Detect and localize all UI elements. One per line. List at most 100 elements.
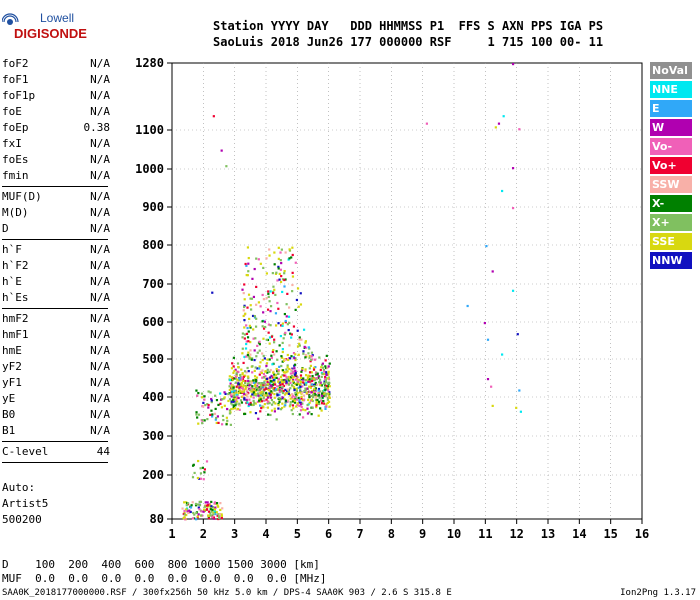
- echo-point: [300, 338, 303, 341]
- param-value: N/A: [90, 206, 110, 219]
- echo-point: [235, 397, 238, 400]
- echo-point: [268, 248, 271, 251]
- echo-point: [258, 373, 261, 376]
- echo-point: [198, 477, 201, 480]
- x-tick-label: 5: [294, 527, 301, 541]
- echo-point: [257, 258, 260, 261]
- echo-point: [303, 345, 306, 349]
- echo-point: [210, 409, 213, 412]
- echo-point: [256, 344, 259, 347]
- echo-point: [242, 309, 245, 312]
- echo-point: [240, 381, 243, 385]
- echo-point: [291, 393, 294, 396]
- echo-point: [265, 297, 268, 300]
- echo-point: [299, 383, 302, 386]
- echo-point: [324, 365, 327, 368]
- echo-point: [230, 390, 234, 393]
- echo-point: [192, 511, 195, 515]
- echo-point: [313, 390, 317, 393]
- echo-point: [293, 399, 296, 403]
- echo-point: [246, 306, 249, 309]
- echo-point: [198, 508, 201, 511]
- echo-point: [274, 272, 278, 275]
- echo-point: [490, 385, 493, 388]
- x-tick-label: 4: [262, 527, 269, 541]
- echo-point: [241, 373, 244, 376]
- echo-point: [307, 380, 310, 383]
- echo-point: [277, 322, 280, 325]
- echo-point: [232, 392, 236, 395]
- param-value: N/A: [90, 312, 110, 325]
- echo-point: [249, 340, 252, 344]
- echo-point: [272, 379, 275, 382]
- echo-point: [287, 390, 290, 393]
- echo-point: [314, 383, 317, 386]
- echo-point: [229, 423, 232, 426]
- echo-point: [230, 395, 233, 398]
- echo-point: [315, 404, 318, 407]
- echo-point: [281, 391, 285, 395]
- echo-point: [308, 385, 311, 388]
- echo-point: [300, 395, 303, 398]
- echo-point: [221, 414, 225, 418]
- echo-point: [253, 375, 257, 378]
- echo-point: [265, 362, 269, 365]
- echo-point: [243, 396, 246, 400]
- echo-point: [305, 392, 308, 395]
- echo-point: [273, 376, 276, 379]
- echo-point: [191, 517, 195, 520]
- echo-point: [252, 328, 255, 331]
- echo-point: [272, 348, 275, 352]
- echo-point: [202, 478, 205, 481]
- param-value: N/A: [90, 360, 110, 373]
- echo-point: [211, 516, 214, 519]
- echo-point: [231, 378, 235, 381]
- param-value: 0.38: [83, 121, 111, 134]
- echo-point: [235, 408, 238, 411]
- echo-point: [511, 289, 515, 292]
- echo-point: [212, 115, 215, 118]
- echo-point: [228, 375, 231, 378]
- echo-point: [298, 336, 301, 339]
- echo-point: [425, 122, 428, 125]
- echo-point: [309, 358, 313, 362]
- echo-point: [249, 383, 252, 386]
- echo-point: [243, 381, 247, 385]
- echo-point: [270, 403, 274, 406]
- echo-point: [328, 405, 331, 408]
- echo-point: [231, 393, 234, 396]
- param-name: B1: [2, 424, 16, 437]
- echo-point: [242, 395, 245, 398]
- echo-point: [247, 379, 250, 382]
- param-group-2: MUF(D) N/A M(D) N/A D N/A: [2, 189, 110, 237]
- echo-point: [270, 356, 273, 359]
- echo-point: [250, 381, 254, 384]
- echo-point: [328, 396, 331, 399]
- echo-point: [195, 511, 198, 515]
- echo-point: [296, 398, 299, 401]
- echo-point: [215, 511, 218, 514]
- echo-point: [255, 386, 258, 390]
- echo-point: [232, 387, 235, 390]
- echo-point: [243, 333, 247, 336]
- param-value: N/A: [90, 169, 110, 182]
- echo-point: [209, 413, 212, 416]
- echo-point: [194, 504, 198, 507]
- echo-point: [277, 377, 281, 380]
- echo-point: [286, 323, 289, 326]
- echo-point: [196, 503, 199, 506]
- echo-point: [248, 357, 251, 360]
- echo-point: [284, 278, 287, 281]
- separator: [2, 308, 108, 309]
- echo-point: [191, 464, 195, 467]
- param-row: hmF1 N/A: [2, 327, 110, 343]
- legend-item: SSW: [650, 176, 692, 193]
- echo-point: [304, 353, 307, 357]
- echo-point: [255, 317, 258, 320]
- echo-point: [245, 340, 248, 343]
- echo-point: [278, 365, 281, 368]
- echo-point: [317, 392, 320, 395]
- echo-point: [221, 398, 224, 401]
- echo-point: [285, 383, 288, 386]
